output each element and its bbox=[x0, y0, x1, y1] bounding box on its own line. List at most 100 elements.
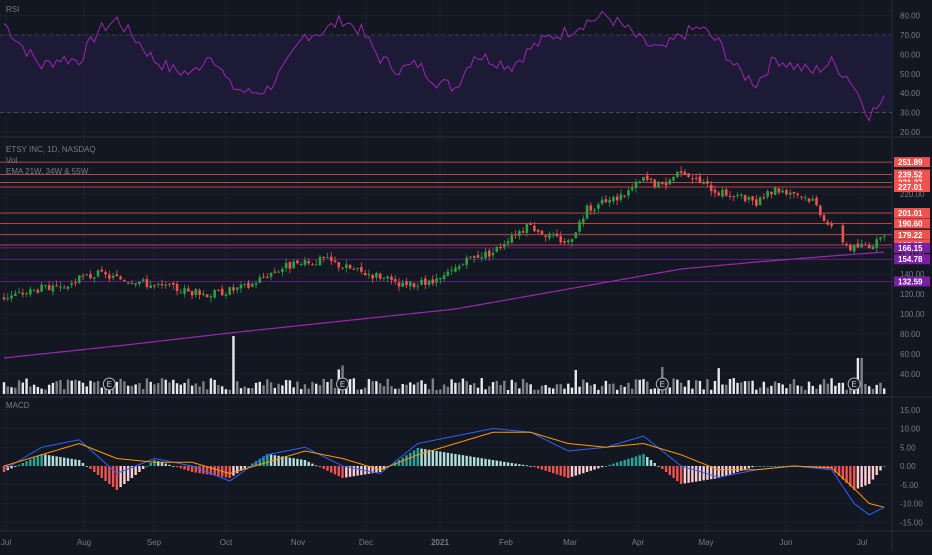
candle-body bbox=[608, 199, 611, 203]
candle-body bbox=[311, 264, 314, 266]
volume-bar bbox=[811, 385, 814, 394]
candle-body bbox=[250, 283, 254, 287]
macd-histogram-bar bbox=[66, 458, 70, 466]
macd-histogram-bar bbox=[254, 461, 258, 466]
volume-bar bbox=[371, 381, 374, 394]
volume-bar bbox=[533, 389, 536, 394]
candle-body bbox=[811, 198, 815, 201]
volume-bar bbox=[597, 389, 600, 394]
volume-bar bbox=[773, 381, 777, 394]
candle-body bbox=[232, 287, 235, 291]
macd-histogram-bar bbox=[303, 460, 307, 466]
volume-bar bbox=[6, 386, 9, 394]
candle-body bbox=[672, 176, 675, 181]
candle-body bbox=[548, 233, 551, 239]
macd-histogram-bar bbox=[311, 463, 314, 466]
candle-body bbox=[638, 181, 642, 184]
volume-bar bbox=[589, 385, 593, 394]
volume-bar bbox=[747, 381, 751, 394]
candle-body bbox=[465, 257, 468, 266]
candle-body bbox=[615, 196, 619, 201]
macd-histogram-bar bbox=[435, 451, 438, 466]
macd-histogram-bar bbox=[412, 450, 416, 466]
macd-histogram-bar bbox=[55, 456, 58, 466]
volume-bar bbox=[698, 380, 702, 394]
candle-body bbox=[431, 279, 435, 284]
volume-bar bbox=[631, 388, 634, 394]
candle-body bbox=[860, 243, 863, 247]
candle-body bbox=[822, 215, 826, 221]
macd-histogram-bar bbox=[179, 466, 182, 469]
candle-body bbox=[679, 171, 683, 173]
candle-body bbox=[751, 196, 754, 201]
volume-bar bbox=[627, 382, 630, 394]
volume-bar bbox=[394, 388, 397, 394]
candle-body bbox=[119, 276, 122, 280]
macd-histogram-bar bbox=[582, 466, 585, 474]
candle-body bbox=[514, 234, 517, 236]
macd-histogram-bar bbox=[111, 466, 115, 487]
volume-bar bbox=[348, 379, 352, 394]
volume-bar bbox=[503, 380, 506, 394]
candle-body bbox=[578, 221, 581, 232]
volume-bar bbox=[465, 381, 468, 394]
volume-bar bbox=[29, 386, 32, 394]
x-axis-label-oct: Oct bbox=[220, 538, 233, 547]
volume-bar bbox=[732, 378, 735, 394]
candle-body bbox=[649, 178, 653, 180]
volume-bar bbox=[679, 382, 683, 394]
candle-body bbox=[469, 256, 472, 258]
macd-histogram-bar bbox=[687, 466, 690, 483]
candle-body bbox=[582, 218, 585, 223]
candle-body bbox=[785, 189, 788, 195]
macd-histogram-bar bbox=[713, 466, 717, 479]
volume-bar bbox=[187, 378, 190, 394]
candle-body bbox=[739, 194, 743, 196]
macd-histogram-bar bbox=[138, 466, 141, 472]
volume-bar bbox=[514, 382, 517, 394]
candle-body bbox=[653, 179, 657, 187]
macd-histogram-bar bbox=[198, 466, 201, 474]
candle-body bbox=[702, 182, 705, 185]
macd-histogram-bar bbox=[710, 466, 713, 480]
candle-body bbox=[123, 280, 126, 282]
volume-bar bbox=[484, 389, 487, 394]
volume-bar bbox=[209, 378, 213, 394]
macd-histogram-bar bbox=[544, 466, 547, 471]
candle-body bbox=[299, 263, 303, 265]
volume-bar bbox=[585, 382, 589, 394]
volume-bar bbox=[567, 383, 570, 394]
volume-bar bbox=[81, 382, 85, 394]
volume-bar bbox=[296, 381, 299, 394]
candle-body bbox=[281, 268, 284, 272]
candle-body bbox=[826, 221, 830, 225]
candle-body bbox=[642, 177, 645, 181]
volume-bar bbox=[860, 358, 863, 394]
macd-histogram-bar bbox=[454, 454, 457, 466]
volume-bar bbox=[55, 381, 58, 394]
volume-bar bbox=[315, 383, 318, 394]
volume-bar bbox=[619, 384, 623, 394]
macd-histogram-bar bbox=[145, 466, 149, 467]
x-axis-label-apr: Apr bbox=[632, 538, 645, 547]
level-tag-label: 166.15 bbox=[898, 244, 923, 253]
candle-body bbox=[194, 288, 198, 295]
volume-bar bbox=[454, 382, 457, 394]
macd-histogram-bar bbox=[608, 464, 611, 466]
macd-histogram-bar bbox=[852, 466, 856, 490]
earnings-marker bbox=[655, 377, 669, 391]
macd-histogram-bar bbox=[164, 463, 167, 466]
candle-body bbox=[296, 260, 299, 264]
candle-body bbox=[292, 261, 295, 269]
candle-body bbox=[390, 276, 393, 280]
candle-body bbox=[424, 278, 427, 285]
macd-histogram-bar bbox=[62, 457, 66, 466]
candle-body bbox=[382, 277, 386, 279]
volume-bar bbox=[111, 385, 115, 394]
volume-bar bbox=[198, 386, 201, 394]
volume-bar bbox=[646, 381, 649, 394]
volume-bar bbox=[100, 387, 104, 394]
macd-label: MACD bbox=[6, 401, 30, 410]
